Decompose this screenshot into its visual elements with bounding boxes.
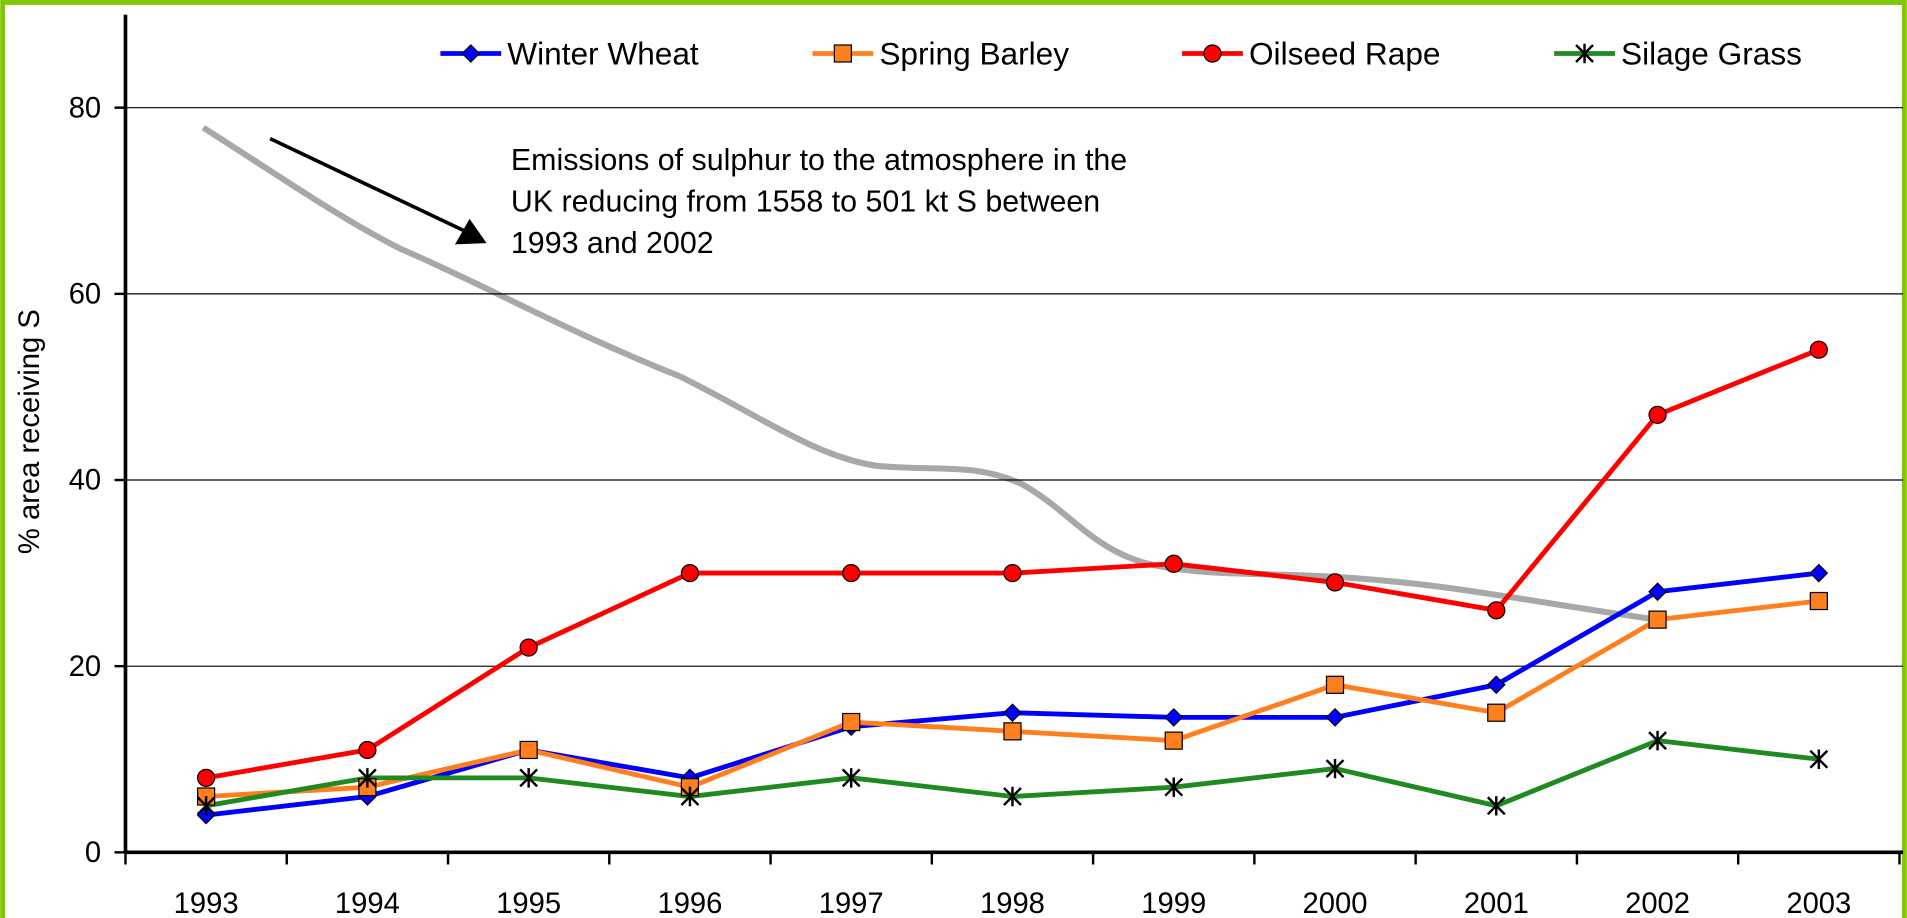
marker: [196, 796, 216, 816]
legend-label: Winter Wheat: [507, 35, 699, 71]
y-axis-label: % area receiving S: [14, 309, 46, 554]
marker: [1486, 796, 1506, 816]
marker: [1648, 730, 1667, 751]
marker: [519, 638, 538, 657]
legend-label: Oilseed Rape: [1249, 35, 1441, 71]
x-tick-label: 2001: [1464, 888, 1529, 918]
legend-marker: [1203, 44, 1222, 63]
marker: [1003, 786, 1022, 807]
x-tick-label: 1995: [496, 888, 561, 918]
emissions-trend: [201, 125, 1661, 624]
marker: [842, 712, 861, 732]
x-tick-label: 1998: [980, 888, 1045, 918]
x-tick-label: 2002: [1625, 888, 1690, 918]
marker: [1648, 582, 1667, 602]
x-tick-label: 1994: [335, 888, 400, 918]
marker: [1809, 749, 1829, 769]
marker: [1325, 573, 1345, 592]
x-tick-label: 2003: [1786, 888, 1851, 918]
y-tick-label: 80: [69, 92, 101, 124]
marker: [1486, 675, 1506, 695]
marker: [1648, 610, 1667, 629]
annotation: UK reducing from 1558 to 501 kt S betwee…: [511, 185, 1100, 219]
marker: [519, 740, 538, 760]
annotation: 1993 and 2002: [511, 226, 714, 260]
marker: [1003, 722, 1022, 741]
legend-label: Silage Grass: [1621, 35, 1802, 71]
arrow-head: [454, 218, 487, 245]
y-tick-label: 60: [69, 279, 101, 311]
annotation: Emissions of sulphur to the atmosphere i…: [511, 143, 1127, 177]
x-tick-label: 1993: [174, 888, 239, 918]
y-tick-label: 40: [69, 465, 101, 497]
marker: [1003, 703, 1022, 723]
legend-marker: [833, 44, 852, 63]
marker: [196, 768, 216, 787]
y-tick-label: 0: [85, 837, 101, 869]
x-tick-label: 1999: [1141, 888, 1206, 918]
x-tick-label: 1996: [657, 888, 722, 918]
marker: [1648, 405, 1667, 424]
x-tick-label: 2000: [1303, 888, 1368, 918]
y-tick-label: 20: [69, 651, 101, 683]
marker: [1809, 563, 1829, 583]
marker: [1325, 758, 1345, 779]
marker: [1164, 731, 1183, 750]
legend-label: Spring Barley: [879, 35, 1069, 71]
marker: [1325, 675, 1345, 694]
marker: [1164, 707, 1184, 727]
marker: [519, 768, 539, 788]
marker: [842, 563, 861, 583]
marker: [1487, 703, 1506, 722]
marker: [680, 786, 700, 807]
marker: [1809, 340, 1828, 359]
marker: [358, 768, 377, 788]
marker: [841, 768, 861, 788]
legend-marker: [1575, 43, 1594, 64]
marker: [358, 740, 377, 760]
marker: [1325, 707, 1345, 727]
legend-marker: [461, 44, 481, 63]
x-tick-label: 1997: [819, 888, 884, 918]
marker: [1809, 591, 1828, 611]
marker: [1164, 777, 1184, 797]
arrow: [269, 136, 466, 233]
marker: [1003, 563, 1022, 583]
marker: [680, 563, 700, 583]
marker: [1164, 554, 1183, 573]
marker: [1487, 601, 1506, 620]
